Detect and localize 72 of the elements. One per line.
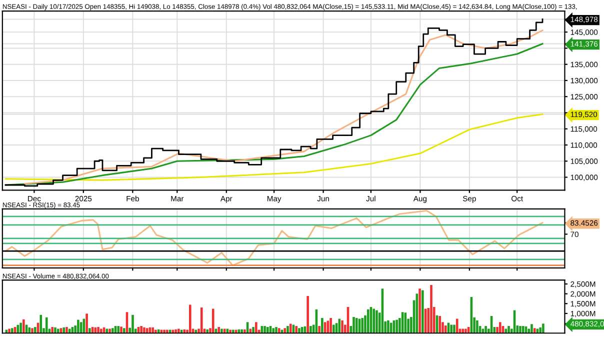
bar bbox=[20, 322, 22, 334]
bar bbox=[264, 326, 266, 334]
bar bbox=[310, 326, 312, 334]
bar bbox=[438, 316, 442, 334]
bar bbox=[117, 326, 120, 334]
bar bbox=[22, 319, 25, 334]
bar bbox=[62, 327, 65, 334]
bar bbox=[318, 326, 320, 334]
bar bbox=[266, 327, 269, 334]
bar bbox=[430, 284, 432, 334]
bar bbox=[355, 318, 358, 334]
bar bbox=[306, 296, 309, 334]
bar bbox=[40, 314, 42, 334]
bar bbox=[97, 327, 100, 334]
bar bbox=[476, 320, 478, 334]
bar bbox=[341, 320, 344, 334]
bar bbox=[34, 327, 36, 334]
bar bbox=[396, 320, 398, 334]
bar bbox=[31, 328, 34, 334]
bar bbox=[519, 326, 522, 334]
bar bbox=[200, 308, 203, 334]
bar bbox=[376, 310, 378, 334]
bar bbox=[286, 326, 289, 334]
bar bbox=[212, 308, 214, 334]
bar bbox=[361, 318, 364, 334]
bar bbox=[387, 320, 390, 334]
bar bbox=[66, 327, 68, 334]
bar bbox=[321, 318, 324, 334]
bar bbox=[444, 325, 447, 334]
bar bbox=[539, 327, 542, 334]
bar bbox=[45, 317, 48, 334]
bar bbox=[120, 326, 122, 334]
bar bbox=[88, 328, 91, 334]
bar bbox=[289, 324, 292, 334]
bar bbox=[51, 327, 54, 334]
bar bbox=[255, 322, 258, 334]
bar bbox=[86, 314, 88, 334]
bar bbox=[352, 316, 355, 334]
bar bbox=[330, 318, 332, 334]
bar bbox=[450, 324, 453, 334]
bar bbox=[422, 290, 424, 334]
bar bbox=[272, 328, 275, 334]
bar bbox=[453, 324, 456, 334]
bar bbox=[122, 328, 126, 334]
bar bbox=[499, 322, 502, 334]
line-series bbox=[4, 114, 544, 181]
bar bbox=[508, 326, 510, 334]
bar bbox=[332, 324, 335, 334]
bar bbox=[11, 328, 14, 334]
bar bbox=[284, 328, 286, 334]
bar bbox=[366, 309, 370, 334]
bar bbox=[530, 324, 533, 334]
bar bbox=[484, 326, 487, 334]
bar bbox=[295, 326, 298, 334]
bar bbox=[143, 327, 146, 334]
bar bbox=[542, 324, 544, 334]
bar bbox=[278, 328, 280, 334]
bar bbox=[522, 326, 524, 334]
bar bbox=[54, 327, 56, 334]
bar bbox=[111, 328, 114, 334]
bar bbox=[372, 308, 375, 334]
bar bbox=[132, 314, 134, 334]
line-series bbox=[4, 210, 544, 266]
bar bbox=[152, 327, 154, 334]
bar bbox=[188, 304, 192, 334]
bar bbox=[298, 328, 300, 334]
bar bbox=[275, 327, 278, 334]
bar bbox=[218, 327, 220, 334]
bar bbox=[418, 288, 421, 334]
bar bbox=[77, 320, 80, 334]
bar bbox=[140, 326, 142, 334]
bar bbox=[252, 327, 254, 334]
